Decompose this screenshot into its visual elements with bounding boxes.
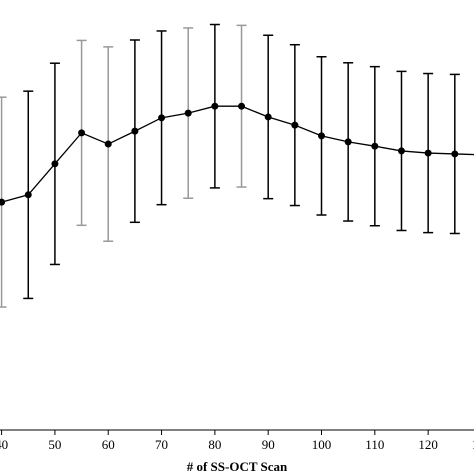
x-tick-label: 70 [155, 437, 168, 452]
x-axis-label: # of SS-OCT Scan [187, 459, 288, 474]
point [424, 149, 432, 157]
x-tick-label: 100 [312, 437, 332, 452]
x-tick-label: 120 [418, 437, 438, 452]
x-tick-label: 80 [208, 437, 221, 452]
x-tick-label: 40 [0, 437, 8, 452]
point [184, 109, 192, 117]
x-tick-label: 110 [365, 437, 384, 452]
point [238, 102, 246, 110]
point [291, 121, 299, 129]
point [318, 132, 326, 140]
point [211, 102, 219, 110]
point [451, 150, 459, 158]
point [24, 191, 32, 199]
point [371, 142, 379, 150]
point [51, 160, 59, 168]
x-tick-label: 130 [472, 437, 474, 452]
x-tick-label: 60 [102, 437, 115, 452]
point [104, 140, 112, 148]
point [131, 127, 139, 135]
x-tick-label: 50 [48, 437, 61, 452]
point [397, 147, 405, 155]
point [264, 113, 272, 121]
x-tick-label: 90 [262, 437, 275, 452]
point [78, 129, 86, 137]
point [344, 138, 352, 146]
point [0, 198, 6, 206]
point [158, 114, 166, 122]
